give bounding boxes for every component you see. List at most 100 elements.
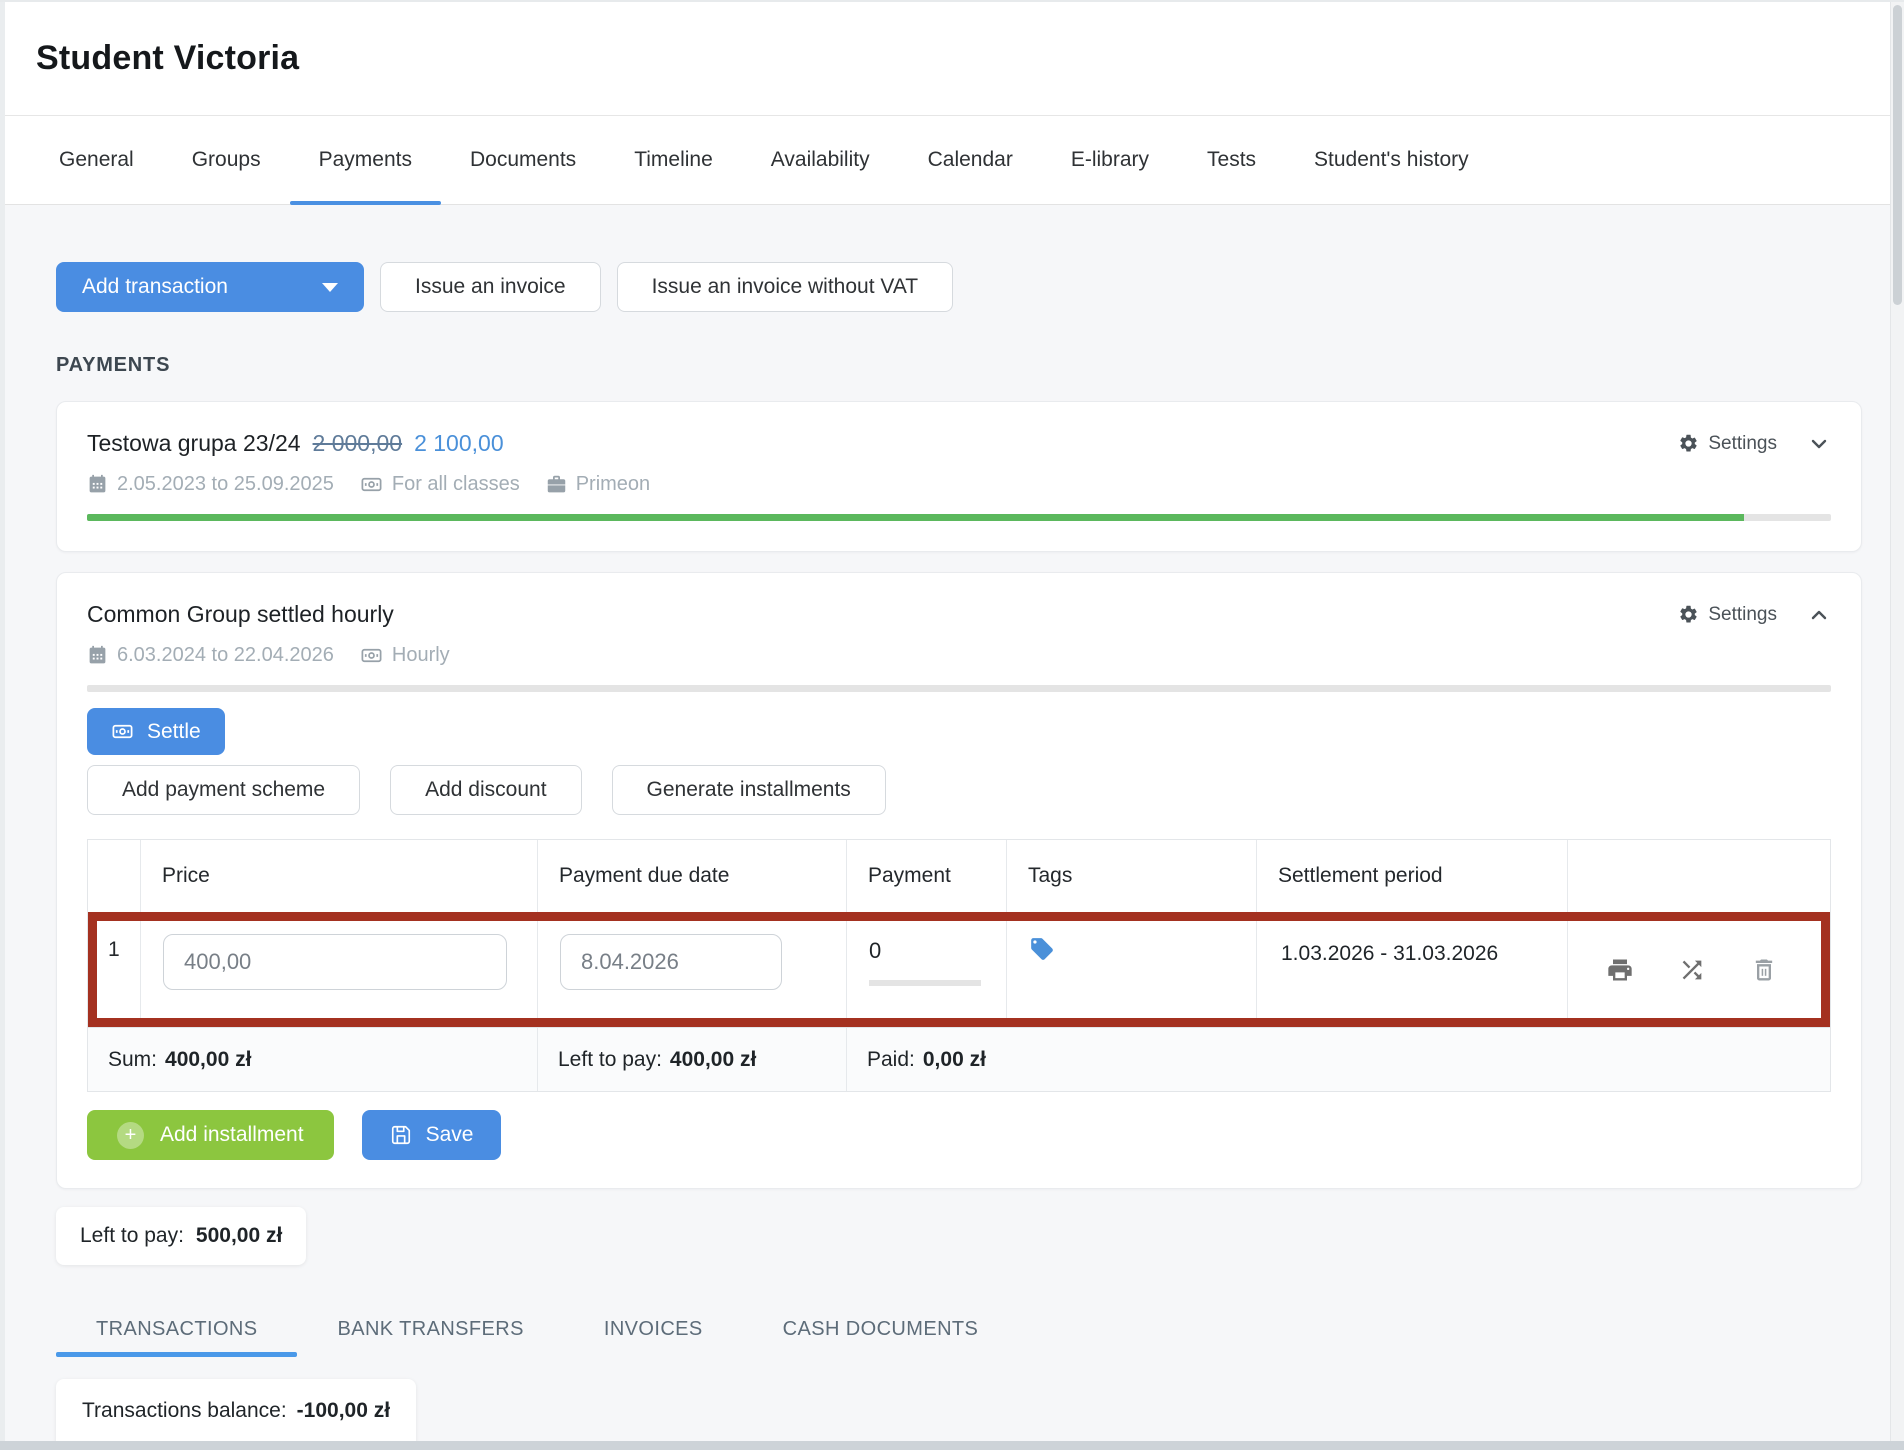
transactions-balance-value: -100,00 zł: [296, 1399, 391, 1422]
settle-label: Settle: [147, 719, 201, 743]
left-to-pay-summary: Left to pay: 500,00 zł: [56, 1207, 307, 1265]
subtab-transactions[interactable]: TRANSACTIONS: [56, 1301, 298, 1357]
tab-general[interactable]: General: [59, 148, 134, 171]
add-installment-button[interactable]: + Add installment: [87, 1110, 334, 1160]
tab-documents[interactable]: Documents: [469, 148, 577, 171]
chevron-up-icon[interactable]: [1807, 603, 1831, 627]
add-installment-label: Add installment: [160, 1123, 304, 1146]
left-to-pay-value: 400,00 zł: [669, 1047, 757, 1071]
group1-progress-fill: [87, 514, 1744, 521]
installments-table: Price Payment due date Payment Tags Sett…: [87, 839, 1831, 1092]
group1-title: Testowa grupa 23/24: [87, 430, 301, 456]
add-transaction-button[interactable]: Add transaction: [56, 262, 364, 312]
tab-payments[interactable]: Payments: [289, 116, 442, 205]
banknote-icon: [360, 473, 383, 496]
page-header: Student Victoria: [0, 2, 1904, 116]
subtab-invoices[interactable]: INVOICES: [603, 1317, 703, 1340]
subtab-cash-documents[interactable]: CASH DOCUMENTS: [782, 1317, 979, 1340]
tab-e-library[interactable]: E-library: [1070, 148, 1150, 171]
header-payment: Payment: [847, 840, 1007, 912]
group1-progress-bar: [87, 514, 1831, 521]
tab-students-history[interactable]: Student's history: [1314, 148, 1469, 171]
page-scrollbar[interactable]: [1890, 2, 1904, 1441]
window-left-edge: [0, 2, 5, 1450]
sum-value: 400,00 zł: [165, 1047, 252, 1071]
toolbar: Add transaction Issue an invoice Issue a…: [56, 262, 1862, 312]
due-date-input[interactable]: [560, 934, 782, 990]
scrollbar-thumb[interactable]: [1893, 5, 1902, 305]
paid-label: Paid:: [867, 1047, 915, 1071]
save-button[interactable]: Save: [361, 1110, 502, 1160]
header-due-date: Payment due date: [538, 840, 847, 912]
price-input[interactable]: [163, 934, 507, 990]
chevron-down-icon[interactable]: [1807, 432, 1831, 456]
tag-icon[interactable]: [1029, 936, 1055, 962]
installment-row: 1 0 1.03.2: [88, 912, 1830, 1027]
group1-settings-label: Settings: [1708, 432, 1777, 454]
save-label: Save: [425, 1123, 474, 1146]
main-tabbar: General Groups Payments Documents Timeli…: [0, 116, 1904, 205]
gear-icon: [1678, 604, 1699, 625]
left-to-pay-summary-value: 500,00 zł: [195, 1224, 283, 1247]
payment-group-card-common: Common Group settled hourly Settings: [56, 572, 1862, 1189]
header-settlement-period: Settlement period: [1257, 840, 1568, 912]
banknote-icon: [360, 644, 383, 667]
sum-label: Sum:: [108, 1047, 158, 1071]
row-index: 1: [88, 912, 141, 1027]
tab-timeline[interactable]: Timeline: [634, 148, 713, 171]
calendar-icon: [87, 645, 108, 666]
plus-icon: +: [117, 1121, 144, 1149]
group2-date-range: 6.03.2024 to 22.04.2026: [117, 644, 334, 666]
group1-old-price: 2 000,00: [312, 430, 403, 456]
group1-billing-mode: For all classes: [391, 473, 520, 495]
tab-tests[interactable]: Tests: [1207, 148, 1257, 171]
settlement-period: 1.03.2026 - 31.03.2026: [1257, 912, 1568, 1027]
group1-new-price: 2 100,00: [414, 430, 504, 456]
add-transaction-label: Add transaction: [82, 275, 228, 298]
group2-billing-mode: Hourly: [391, 644, 450, 666]
header-price: Price: [141, 840, 538, 912]
group1-settings-button[interactable]: Settings: [1678, 433, 1777, 455]
transactions-balance-card: Transactions balance: -100,00 zł: [56, 1379, 417, 1450]
group2-settings-button[interactable]: Settings: [1678, 604, 1777, 626]
installments-table-footer: Sum: 400,00 zł Left to pay: 400,00 zł Pa…: [88, 1027, 1830, 1091]
payments-subtabs: TRANSACTIONS BANK TRANSFERS INVOICES CAS…: [56, 1301, 1862, 1357]
tab-calendar[interactable]: Calendar: [927, 148, 1013, 171]
save-floppy-icon: [390, 1124, 412, 1146]
caret-down-icon: [322, 282, 338, 292]
group2-settings-label: Settings: [1708, 603, 1777, 625]
add-discount-button[interactable]: Add discount: [390, 765, 582, 815]
briefcase-icon: [546, 474, 567, 495]
header-tags: Tags: [1007, 840, 1257, 912]
issue-invoice-button[interactable]: Issue an invoice: [380, 262, 601, 312]
tab-availability[interactable]: Availability: [770, 148, 870, 171]
payment-underline: [869, 980, 981, 986]
payments-section-heading: PAYMENTS: [56, 354, 171, 376]
group2-title: Common Group settled hourly: [87, 601, 394, 627]
subtab-bank-transfers[interactable]: BANK TRANSFERS: [337, 1317, 524, 1340]
settle-button[interactable]: Settle: [87, 708, 225, 755]
header-index: [88, 840, 141, 912]
paid-value: 0,00 zł: [922, 1047, 986, 1071]
main-content: Add transaction Issue an invoice Issue a…: [0, 205, 1904, 1450]
page-title: Student Victoria: [36, 39, 300, 77]
gear-icon: [1678, 433, 1699, 454]
header-actions: [1568, 840, 1830, 912]
group1-company: Primeon: [575, 473, 651, 495]
payment-value[interactable]: 0: [869, 938, 882, 963]
payment-group-card-testowa: Testowa grupa 23/24 2 000,00 2 100,00 Se…: [56, 401, 1862, 552]
calendar-icon: [87, 474, 108, 495]
issue-invoice-without-vat-button[interactable]: Issue an invoice without VAT: [616, 262, 954, 312]
generate-installments-button[interactable]: Generate installments: [611, 765, 886, 815]
transactions-balance-label: Transactions balance:: [82, 1399, 287, 1422]
window-bottom-edge: [0, 1441, 1904, 1450]
trash-icon[interactable]: [1750, 956, 1778, 984]
add-payment-scheme-button[interactable]: Add payment scheme: [87, 765, 361, 815]
tab-groups[interactable]: Groups: [191, 148, 261, 171]
print-icon[interactable]: [1606, 956, 1634, 984]
group1-date-range: 2.05.2023 to 25.09.2025: [117, 473, 334, 495]
shuffle-icon[interactable]: [1678, 956, 1706, 984]
group2-progress-bar: [87, 685, 1831, 692]
left-to-pay-label: Left to pay:: [558, 1047, 662, 1071]
